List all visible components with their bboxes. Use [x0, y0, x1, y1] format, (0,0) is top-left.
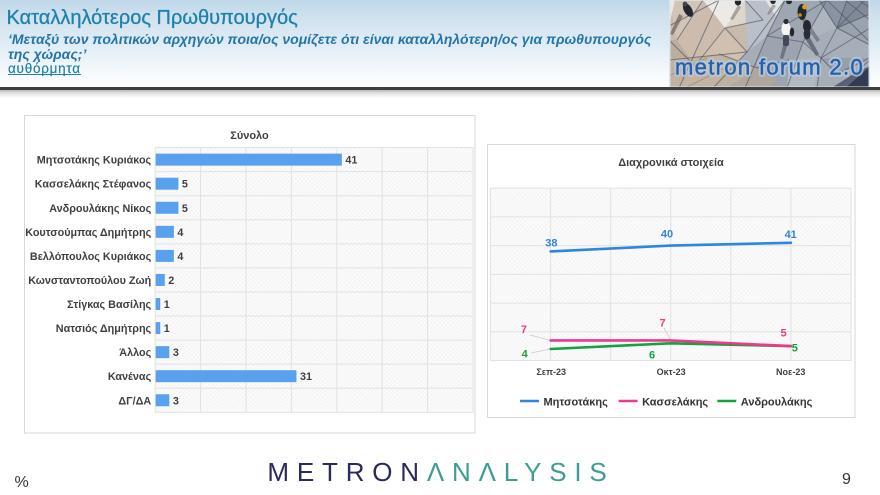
svg-text:3: 3 — [173, 395, 179, 407]
svg-text:Κουτσούμπας Δημήτρης: Κουτσούμπας Δημήτρης — [25, 227, 151, 239]
svg-text:4: 4 — [177, 227, 183, 239]
svg-text:Διαχρονικά στοιχεία: Διαχρονικά στοιχεία — [618, 156, 724, 168]
svg-text:7: 7 — [659, 317, 665, 329]
svg-text:metron forum 2.0: metron forum 2.0 — [675, 55, 864, 80]
svg-text:Σεπ-23: Σεπ-23 — [536, 366, 566, 376]
svg-text:Βελλόπουλος Κυριάκος: Βελλόπουλος Κυριάκος — [30, 251, 152, 263]
svg-text:Νοε-23: Νοε-23 — [776, 366, 805, 376]
svg-text:Ανδρουλάκης Νίκος: Ανδρουλάκης Νίκος — [49, 203, 151, 215]
svg-text:6: 6 — [649, 349, 655, 361]
svg-text:2: 2 — [168, 275, 174, 287]
svg-text:38: 38 — [545, 237, 557, 249]
svg-text:4: 4 — [522, 348, 529, 360]
svg-text:4: 4 — [177, 251, 183, 263]
svg-text:Κασσελάκης: Κασσελάκης — [642, 396, 708, 408]
svg-text:5: 5 — [792, 342, 798, 354]
svg-text:Άλλος: Άλλος — [119, 347, 151, 359]
svg-text:Σύνολο: Σύνολο — [230, 130, 269, 142]
svg-text:Μητσοτάκης Κυριάκος: Μητσοτάκης Κυριάκος — [37, 155, 152, 167]
svg-text:41: 41 — [345, 155, 357, 167]
svg-text:Κανένας: Κανένας — [108, 371, 152, 383]
svg-text:1: 1 — [164, 299, 170, 311]
svg-text:Κωνσταντοπούλου Ζωή: Κωνσταντοπούλου Ζωή — [28, 275, 151, 287]
svg-text:31: 31 — [300, 371, 312, 383]
svg-text:7: 7 — [521, 324, 527, 336]
svg-text:5: 5 — [182, 203, 188, 215]
svg-text:5: 5 — [182, 179, 188, 191]
svg-text:3: 3 — [173, 347, 179, 359]
svg-text:Στίγκας Βασίλης: Στίγκας Βασίλης — [67, 299, 151, 311]
svg-text:41: 41 — [785, 228, 797, 240]
svg-text:Μητσοτάκης: Μητσοτάκης — [544, 396, 609, 408]
svg-text:1: 1 — [164, 323, 170, 335]
svg-text:Οκτ-23: Οκτ-23 — [657, 366, 686, 376]
svg-text:metron forum 2.0: metron forum 2.0 — [675, 55, 864, 80]
svg-text:40: 40 — [661, 228, 673, 240]
svg-text:Ανδρουλάκης: Ανδρουλάκης — [741, 396, 813, 408]
svg-text:Κασσελάκης Στέφανος: Κασσελάκης Στέφανος — [35, 179, 152, 191]
svg-text:5: 5 — [781, 327, 787, 339]
svg-text:Νατσιός Δημήτρης: Νατσιός Δημήτρης — [56, 323, 152, 335]
svg-text:ΔΓ/ΔΑ: ΔΓ/ΔΑ — [118, 395, 151, 407]
